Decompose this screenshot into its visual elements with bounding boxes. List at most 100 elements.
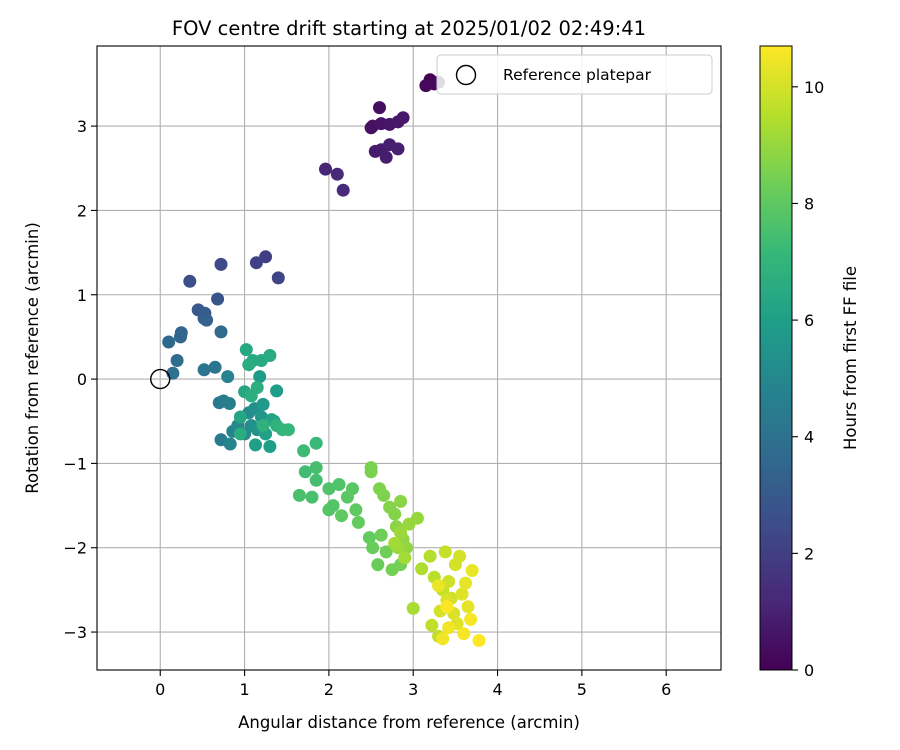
scatter-point [233, 427, 247, 441]
scatter-point [249, 438, 262, 452]
grid-lines [97, 46, 721, 670]
scatter-point [442, 621, 456, 635]
scatter-point [200, 313, 214, 327]
x-tick-label: 1 [239, 680, 249, 699]
scatter-point [170, 354, 184, 367]
scatter-point [214, 325, 228, 339]
y-tick-label: 1 [77, 286, 87, 305]
y-axis-ticks: −3 −2 −1 0 1 2 3 [63, 117, 97, 642]
scatter-point [271, 271, 285, 285]
scatter-point [453, 549, 467, 563]
scatter-point [410, 511, 424, 525]
colorbar: 0 2 4 6 8 10 Hours from first FF file [759, 45, 860, 680]
scatter-point [292, 488, 306, 502]
scatter-point [281, 423, 295, 437]
scatter-point [455, 587, 469, 601]
scatter-point [349, 503, 363, 517]
scatter-point [270, 384, 284, 398]
scatter-point [362, 531, 376, 545]
chart-title: FOV centre drift starting at 2025/01/02 … [172, 17, 646, 40]
scatter-point [351, 515, 365, 529]
scatter-point [297, 444, 311, 458]
legend-marker [455, 64, 477, 86]
colorbar-frame [759, 45, 793, 671]
scatter-point [263, 349, 277, 362]
x-tick-label: 6 [661, 680, 671, 699]
scatter-point [364, 465, 378, 479]
scatter-point [406, 601, 420, 615]
scatter-point [442, 575, 456, 588]
scatter-point [472, 634, 486, 647]
y-tick-label: −3 [63, 623, 87, 642]
x-tick-label: 3 [408, 680, 418, 699]
scatter-point [253, 370, 267, 384]
scatter-point [330, 167, 344, 181]
scatter-point [309, 436, 323, 450]
scatter-point [459, 576, 472, 590]
legend: Reference platepar [436, 54, 713, 95]
scatter-point [335, 509, 348, 523]
scatter-point [379, 150, 393, 164]
colorbar-tick-label: 6 [804, 311, 814, 330]
scatter-point [423, 549, 437, 563]
colorbar-tick-label: 8 [804, 194, 814, 213]
scatter-point [259, 250, 273, 264]
scatter-point [366, 541, 380, 555]
scatter-point [425, 618, 439, 632]
scatter-point [183, 274, 197, 288]
scatter-point [322, 503, 336, 517]
scatter-point [374, 528, 388, 542]
y-tick-label: −2 [63, 539, 87, 558]
scatter-point [346, 482, 359, 496]
colorbar-tick-label: 10 [804, 78, 824, 97]
scatter-point [208, 360, 222, 374]
colorbar-tick-label: 2 [804, 544, 814, 563]
scatter-point [394, 494, 408, 508]
scatter-point [379, 545, 393, 559]
colorbar-tick-label: 4 [804, 428, 814, 447]
scatter-point [465, 564, 479, 577]
scatter-point [398, 551, 412, 565]
scatter-point [322, 482, 336, 496]
scatter-point [336, 183, 350, 197]
plot-frame [96, 45, 722, 671]
scatter-point [332, 478, 346, 491]
scatter-point [197, 363, 211, 377]
scatter-point [319, 162, 332, 176]
colorbar-tick-label: 0 [804, 661, 814, 680]
colorbar-ticks: 0 2 4 6 8 10 [792, 78, 824, 680]
x-tick-label: 2 [324, 680, 334, 699]
scatter-point [256, 397, 270, 411]
scatter-point [388, 537, 402, 550]
scatter-point [214, 257, 228, 271]
scatter-point [242, 358, 256, 372]
scatter-point [263, 440, 277, 453]
colorbar-gradient [760, 46, 792, 670]
y-axis-title: Rotation from reference (arcmin) [23, 222, 42, 494]
scatter-point [371, 558, 385, 572]
colorbar-title: Hours from first FF file [841, 266, 860, 450]
scatter-point [222, 397, 236, 410]
scatter-point [256, 419, 270, 432]
scatter-point [415, 562, 429, 576]
scatter-point [457, 627, 471, 641]
x-axis-ticks: 0 1 2 3 4 5 6 [155, 670, 671, 699]
scatter-point [438, 545, 452, 559]
x-tick-label: 4 [492, 680, 502, 699]
scatter-point [373, 101, 386, 115]
y-tick-label: 2 [77, 201, 87, 220]
scatter-point [249, 256, 263, 270]
scatter-point [298, 465, 312, 479]
scatter-point [377, 488, 391, 502]
scatter-point [309, 473, 323, 487]
y-tick-label: −1 [63, 454, 87, 473]
legend-entry-reference-platepar: Reference platepar [503, 66, 652, 84]
legend-box [436, 54, 713, 95]
scatter-point [436, 632, 450, 646]
scatter-points [162, 73, 486, 647]
scatter-point [221, 370, 235, 384]
scatter-point [305, 490, 319, 504]
scatter-point [419, 79, 433, 93]
scatter-point [211, 292, 225, 306]
